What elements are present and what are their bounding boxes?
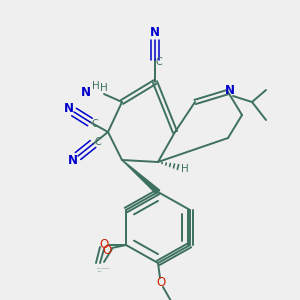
Text: N: N [64, 101, 74, 115]
Text: N: N [68, 154, 78, 166]
Text: H: H [100, 83, 108, 93]
Text: O: O [156, 277, 166, 290]
Text: N: N [225, 83, 235, 97]
Polygon shape [122, 160, 160, 194]
Text: O: O [99, 238, 109, 251]
Text: H: H [181, 164, 189, 174]
Text: C: C [92, 119, 98, 129]
Text: C: C [156, 57, 162, 67]
Text: N: N [150, 26, 160, 38]
Text: methyl_placeholder: methyl_placeholder [97, 267, 111, 269]
Text: H: H [92, 81, 100, 91]
Text: methyl: methyl [98, 270, 102, 272]
Text: O: O [102, 244, 112, 256]
Text: C: C [94, 137, 101, 147]
Text: N: N [81, 86, 91, 100]
